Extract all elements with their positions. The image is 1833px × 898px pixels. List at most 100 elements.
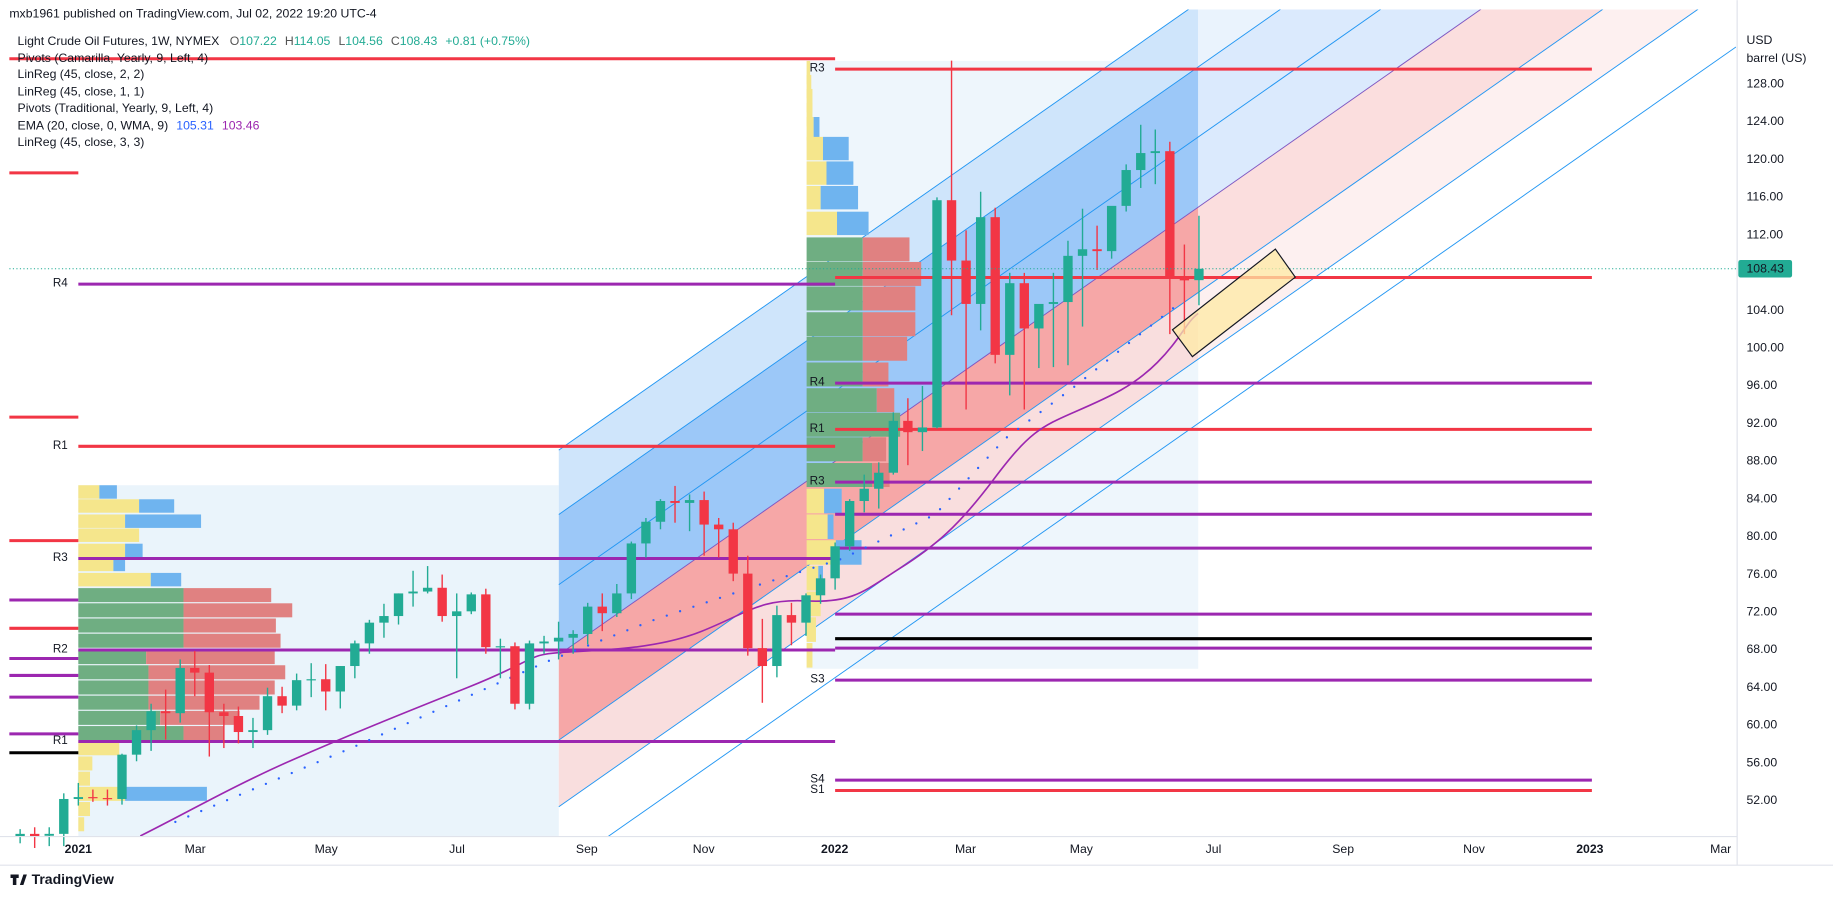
- profile-row: [862, 312, 916, 337]
- candle-body: [830, 546, 840, 579]
- profile-row: [78, 618, 184, 633]
- candle-body: [757, 648, 768, 667]
- candle-body: [801, 595, 811, 623]
- x-tick-label: Nov: [1463, 842, 1486, 856]
- profile-row: [806, 211, 838, 236]
- candle-body: [117, 754, 127, 799]
- y-tick-label: 80.00: [1746, 529, 1777, 543]
- candle-body: [539, 641, 549, 644]
- profile-row: [183, 726, 225, 741]
- y-tick-label: 56.00: [1746, 755, 1777, 769]
- profile-row: [183, 618, 276, 633]
- profile-row: [113, 557, 126, 572]
- candle-body: [888, 420, 899, 473]
- ohlc-value: 107.22: [239, 34, 277, 48]
- candle-body: [844, 501, 855, 547]
- candle-body: [408, 591, 418, 594]
- profile-row: [78, 802, 91, 817]
- profile-row: [806, 102, 813, 127]
- profile-row: [78, 756, 93, 771]
- ohlc-key: L: [338, 34, 345, 48]
- candle-body: [699, 500, 709, 525]
- y-tick-label: 92.00: [1746, 416, 1777, 430]
- profile-row: [806, 286, 863, 311]
- candle-body: [393, 593, 404, 617]
- candle-body: [466, 594, 476, 612]
- candle-body: [1005, 283, 1015, 355]
- candle-body: [160, 711, 171, 714]
- profile-row: [806, 185, 821, 210]
- y-tick-label: 88.00: [1746, 454, 1777, 468]
- y-tick-label: 120.00: [1746, 152, 1784, 166]
- profile-row: [78, 650, 147, 665]
- ohlc-value: 108.43: [400, 34, 438, 48]
- profile-row: [837, 211, 869, 236]
- candle-body: [1077, 249, 1088, 256]
- y-tick-label: 76.00: [1746, 567, 1777, 581]
- candle-body: [1034, 303, 1044, 329]
- profile-row: [78, 741, 120, 756]
- profile-row: [150, 572, 182, 587]
- ohlc-value: 104.56: [345, 34, 383, 48]
- ohlc-key: H: [285, 34, 294, 48]
- indicator-legend: LinReg (45, close, 2, 2): [18, 67, 145, 81]
- profile-row: [806, 237, 863, 262]
- candle-body: [728, 529, 738, 574]
- profile-row: [78, 771, 91, 786]
- profile-row: [125, 514, 202, 528]
- indicator-value: 105.31: [176, 119, 214, 133]
- profile-row: [876, 388, 895, 413]
- indicator-legend: LinReg (45, close, 3, 3): [18, 135, 145, 149]
- x-tick-label: Mar: [955, 842, 976, 856]
- axis-unit: USD: [1746, 33, 1772, 47]
- candle-body: [1179, 276, 1190, 281]
- pivot-label: R3: [53, 551, 68, 564]
- candle-body: [88, 797, 98, 799]
- candle-body: [102, 798, 113, 800]
- candle-body: [815, 578, 826, 596]
- candle-body: [874, 472, 884, 489]
- indicator-legend: Pivots (Traditional, Yearly, 9, Left, 4): [18, 101, 214, 115]
- y-tick-label: 72.00: [1746, 605, 1777, 619]
- candle-body: [146, 711, 156, 731]
- candle-body: [932, 200, 942, 428]
- candle-body: [291, 680, 302, 706]
- ema-line: [139, 312, 1199, 836]
- profile-row: [806, 161, 827, 185]
- x-tick-label: Jul: [449, 842, 465, 856]
- x-tick-label: Nov: [693, 842, 716, 856]
- profile-row: [78, 680, 149, 695]
- candle-body: [335, 666, 345, 692]
- pivot-label: R1: [53, 439, 68, 452]
- x-tick-label: Sep: [576, 842, 598, 856]
- profile-row: [139, 499, 175, 513]
- profile-row: [78, 695, 149, 710]
- x-tick-label: 2021: [65, 842, 92, 856]
- candle-body: [481, 594, 491, 648]
- candle-body: [1194, 268, 1204, 281]
- profile-row: [862, 286, 916, 311]
- last-price-label: 108.43: [1746, 262, 1784, 276]
- profile-row: [78, 543, 126, 558]
- pivot-label: S4: [810, 773, 825, 786]
- x-tick-label: Mar: [1710, 842, 1731, 856]
- candle-body: [190, 667, 200, 673]
- axis-unit: barrel (US): [1746, 51, 1806, 65]
- profile-row: [78, 514, 126, 528]
- candle-body: [1150, 151, 1160, 154]
- profile-row: [806, 74, 812, 99]
- profile-row: [820, 185, 859, 210]
- candle-body: [655, 501, 666, 522]
- candle-body: [15, 833, 25, 837]
- profile-row: [806, 617, 816, 642]
- y-tick-label: 124.00: [1746, 114, 1784, 128]
- indicator-legend: LinReg (45, close, 1, 1): [18, 85, 145, 99]
- channel-line: [558, 9, 1482, 656]
- candle-body: [306, 679, 316, 681]
- profile-row: [806, 488, 825, 514]
- candle-body: [961, 260, 971, 304]
- candle-body: [1106, 205, 1117, 252]
- publisher: mxb1961 published on TradingView.com, Ju…: [9, 6, 376, 20]
- profile-row: [148, 665, 286, 680]
- candle-body: [204, 672, 214, 713]
